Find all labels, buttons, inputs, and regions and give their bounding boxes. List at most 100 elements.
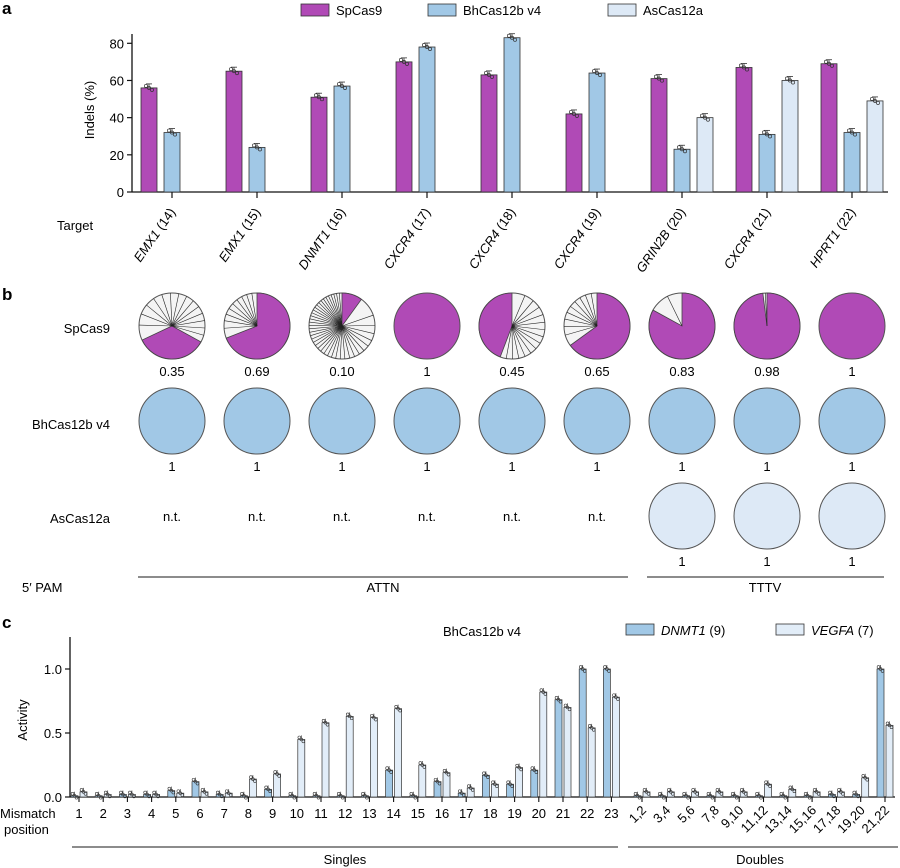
replicate-point bbox=[783, 796, 787, 800]
replicate-point bbox=[565, 705, 570, 710]
pie-minor-allele-divider bbox=[511, 321, 545, 327]
pie-minor-allele-divider bbox=[341, 325, 360, 355]
panel-b-pie-grid: SpCas9 BhCas12b v4 AsCas12a 0.35 0.69 0.10… bbox=[22, 292, 886, 595]
replicate-point bbox=[491, 780, 495, 784]
replicate-point bbox=[195, 781, 200, 786]
panel-c-xtick-label: 5 bbox=[172, 806, 179, 821]
pie-minor-allele-divider bbox=[341, 314, 374, 327]
pie-minor-allele-divider bbox=[320, 300, 343, 327]
replicate-point bbox=[762, 130, 766, 135]
replicate-point bbox=[830, 792, 834, 797]
bar-bhcas12b-v4 bbox=[248, 146, 266, 193]
pie-minor-allele-divider bbox=[232, 303, 258, 327]
pie-fraction-label: 1 bbox=[848, 554, 855, 569]
replicate-point bbox=[79, 788, 84, 792]
panel-c-legend: DNMT1 (9) VEGFA (7) bbox=[625, 623, 874, 638]
replicate-point bbox=[743, 792, 748, 796]
pie-minor-allele-divider bbox=[317, 325, 343, 349]
bar-bhcas12b-v4 bbox=[418, 46, 436, 193]
replicate-point bbox=[242, 794, 246, 798]
bar-vegfa bbox=[418, 764, 427, 798]
pie-minor-allele-divider bbox=[331, 325, 343, 358]
legend-label-1: BhCas12b v4 bbox=[463, 3, 541, 18]
replicate-point bbox=[878, 667, 883, 671]
pie-minor-allele-divider bbox=[313, 309, 343, 327]
replicate-point bbox=[425, 45, 429, 49]
panel-a-xtick-label: DNMT1 (16) bbox=[295, 205, 348, 272]
replicate-point bbox=[462, 793, 466, 797]
replicate-point bbox=[467, 784, 471, 788]
replicate-point bbox=[437, 781, 442, 786]
replicate-point bbox=[889, 725, 894, 730]
bar-ascas12a bbox=[866, 100, 884, 193]
bar-vegfa bbox=[297, 739, 306, 798]
panel-c-xticks: 1 2 3 4 5 6 7 8 9 10 11 12 13 14 15 16 17 18 19 20 21 22 23 1,2… bbox=[75, 797, 892, 836]
replicate-point bbox=[768, 784, 772, 788]
pie-fraction-label: 1 bbox=[763, 554, 770, 569]
pie-minor-allele-divider bbox=[241, 296, 258, 327]
replicate-point bbox=[374, 717, 378, 722]
replicate-point bbox=[167, 786, 172, 791]
pie-full-spcas9 bbox=[393, 292, 461, 360]
pie-minor-allele-divider bbox=[341, 325, 375, 334]
pie-minor-allele-divider bbox=[314, 307, 343, 327]
pie-minor-allele-divider bbox=[564, 318, 598, 327]
replicate-point bbox=[880, 669, 885, 673]
pie-minor-allele-divider bbox=[341, 325, 365, 351]
replicate-point bbox=[853, 132, 857, 137]
pie-minor-allele-divider bbox=[170, 293, 173, 327]
pie-minor-allele-divider bbox=[574, 301, 598, 327]
replicate-point bbox=[814, 790, 819, 794]
replicate-point bbox=[490, 74, 494, 79]
pie-minor-allele-divider bbox=[310, 315, 343, 327]
pie-minor-allele-divider bbox=[323, 325, 343, 354]
replicate-point bbox=[147, 794, 151, 799]
bar-bhcas12b-v4 bbox=[843, 132, 861, 193]
pie-minor-allele-divider bbox=[585, 295, 598, 327]
replicate-point bbox=[567, 707, 572, 712]
pie-full-bhcas12b-v4 bbox=[563, 387, 631, 455]
replicate-point bbox=[339, 794, 343, 798]
pam-label: 5′ PAM bbox=[22, 580, 63, 595]
replicate-point bbox=[252, 143, 256, 148]
legend-swatch-1 bbox=[427, 3, 457, 17]
bar-spcas9 bbox=[565, 113, 583, 193]
pie-minor-allele-divider bbox=[226, 313, 258, 327]
pie-row-label-bhcas12b: BhCas12b v4 bbox=[32, 417, 110, 432]
panel-c-legend-swatch-1 bbox=[775, 623, 805, 636]
replicate-point bbox=[255, 145, 259, 150]
replicate-point bbox=[409, 792, 413, 796]
replicate-point bbox=[870, 96, 874, 101]
pie-minor-allele-divider bbox=[161, 294, 173, 327]
bar-spcas9 bbox=[735, 67, 753, 193]
replicate-point bbox=[156, 794, 160, 799]
pie-minor-allele-divider bbox=[310, 325, 343, 337]
replicate-point bbox=[578, 665, 583, 669]
pie-fraction-label: 1 bbox=[423, 459, 430, 474]
pie-minor-allele-divider bbox=[171, 306, 199, 327]
panel-c-xtick-label: 15 bbox=[411, 806, 425, 821]
bar-vegfa bbox=[370, 717, 378, 798]
group-label-singles: Singles bbox=[324, 852, 367, 867]
panel-c-groups: Singles Doubles bbox=[72, 846, 898, 867]
pie-fraction-label: 1 bbox=[763, 459, 770, 474]
replicate-point bbox=[240, 792, 244, 796]
panel-c-xtick-label: 16 bbox=[435, 806, 449, 821]
pie-fraction-label: 0.69 bbox=[244, 364, 269, 379]
bar-spcas9 bbox=[480, 74, 498, 193]
pie-minor-allele-divider bbox=[171, 296, 187, 327]
pie-fraction-label: 0.45 bbox=[499, 364, 524, 379]
replicate-point bbox=[715, 788, 720, 792]
replicate-point bbox=[363, 794, 367, 798]
replicate-point bbox=[671, 792, 675, 796]
replicate-point bbox=[828, 790, 832, 795]
pie-full-bhcas12b-v4 bbox=[138, 387, 206, 455]
bar-vegfa bbox=[321, 722, 330, 798]
replicate-point bbox=[803, 792, 808, 796]
panel-c-xtick-label: 7 bbox=[221, 806, 228, 821]
bar-dnmt1 bbox=[578, 668, 587, 798]
pie-minor-allele-divider bbox=[333, 293, 343, 327]
panel-a-bars bbox=[140, 33, 884, 193]
bar-vegfa bbox=[539, 691, 548, 798]
replicate-point bbox=[227, 791, 231, 795]
